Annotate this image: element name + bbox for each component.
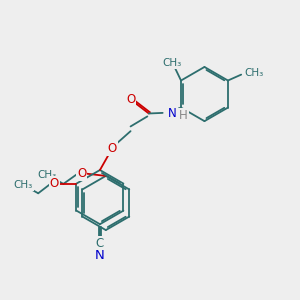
Text: C: C [95,237,103,250]
Text: O: O [77,167,86,180]
Text: N: N [168,107,177,120]
Text: O: O [126,93,135,106]
Text: CH₃: CH₃ [163,58,182,68]
Text: N: N [95,249,105,262]
Text: CH₃: CH₃ [14,180,33,190]
Text: O: O [108,142,117,155]
Text: H: H [179,109,188,122]
Text: CH₃: CH₃ [244,68,263,78]
Text: CH₃: CH₃ [38,170,57,180]
Text: O: O [50,177,59,190]
